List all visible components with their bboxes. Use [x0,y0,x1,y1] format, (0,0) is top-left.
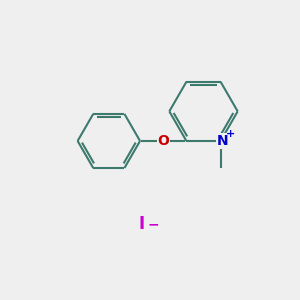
Text: −: − [147,217,159,231]
Text: I: I [138,215,144,233]
Text: +: + [226,128,236,139]
Text: O: O [157,134,169,148]
Text: N: N [216,134,228,148]
